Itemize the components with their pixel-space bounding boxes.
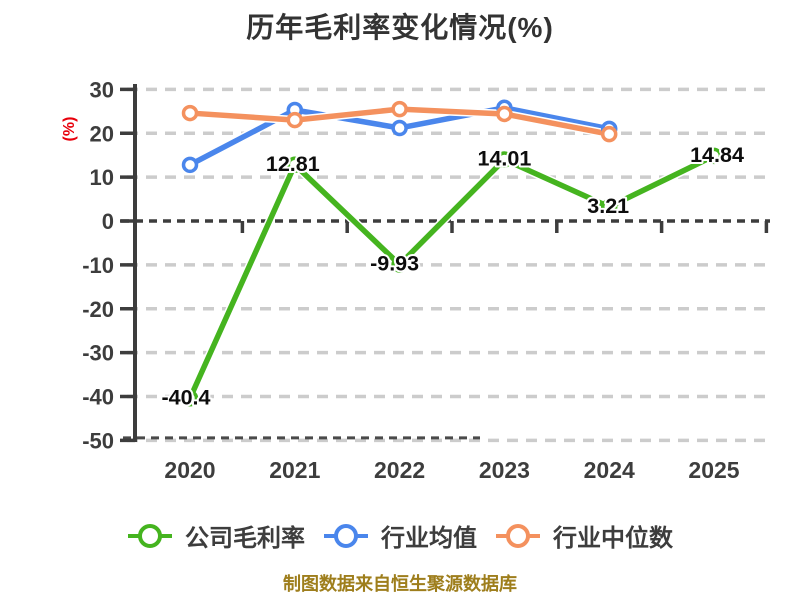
chart-legend: 公司毛利率 行业均值 行业中位数 xyxy=(0,518,800,553)
svg-text:-30: -30 xyxy=(82,341,114,366)
series-markers-0 xyxy=(181,147,723,407)
legend-item-label: 公司毛利率 xyxy=(185,525,305,552)
svg-text:-10: -10 xyxy=(82,253,114,278)
legend-item-label: 行业中位数 xyxy=(553,525,673,552)
y-axis: 30 20 10 0 -10 -20 -30 -40 -50 xyxy=(82,77,137,453)
legend-marker-industry-median-line-icon xyxy=(496,523,540,548)
svg-text:2024: 2024 xyxy=(584,457,635,483)
x-axis-labels: 2020 2021 2022 2023 2024 2025 xyxy=(164,457,739,483)
legend-item-industry-median: 行业中位数 xyxy=(495,518,673,553)
svg-text:0: 0 xyxy=(102,209,114,234)
svg-text:20: 20 xyxy=(90,121,114,146)
legend-marker-company-line-icon xyxy=(128,523,172,548)
chart-title: 历年毛利率变化情况(%) xyxy=(246,12,554,43)
legend-marker-industry-average-line-icon xyxy=(324,523,368,548)
point-labels: -40.4 12.81 -9.93 14.01 3.21 14.84 xyxy=(159,141,745,411)
svg-text:-50: -50 xyxy=(82,428,114,453)
svg-text:2021: 2021 xyxy=(269,457,320,483)
series-markers-2 xyxy=(181,100,618,143)
legend-item-company-gross-margin: 公司毛利率 xyxy=(127,518,305,553)
svg-text:2025: 2025 xyxy=(688,457,739,483)
svg-text:2023: 2023 xyxy=(479,457,530,483)
svg-text:-40.4: -40.4 xyxy=(161,385,210,409)
svg-text:-20: -20 xyxy=(82,297,114,322)
svg-text:-9.93: -9.93 xyxy=(370,252,419,276)
svg-text:14.01: 14.01 xyxy=(477,147,531,171)
svg-text:12.81: 12.81 xyxy=(266,152,320,176)
svg-text:3.21: 3.21 xyxy=(587,194,629,218)
svg-text:2020: 2020 xyxy=(164,457,215,483)
svg-text:30: 30 xyxy=(90,77,114,102)
series-line-0 xyxy=(185,151,719,403)
legend-item-industry-average: 行业均值 xyxy=(323,518,477,553)
svg-text:14.84: 14.84 xyxy=(690,143,744,167)
data-source-note: 制图数据来自恒生聚源数据库 xyxy=(283,574,517,594)
gridlines xyxy=(123,87,770,443)
svg-text:10: 10 xyxy=(90,165,114,190)
svg-text:-40: -40 xyxy=(82,385,114,410)
svg-text:2022: 2022 xyxy=(374,457,425,483)
legend-item-label: 行业均值 xyxy=(381,525,477,552)
